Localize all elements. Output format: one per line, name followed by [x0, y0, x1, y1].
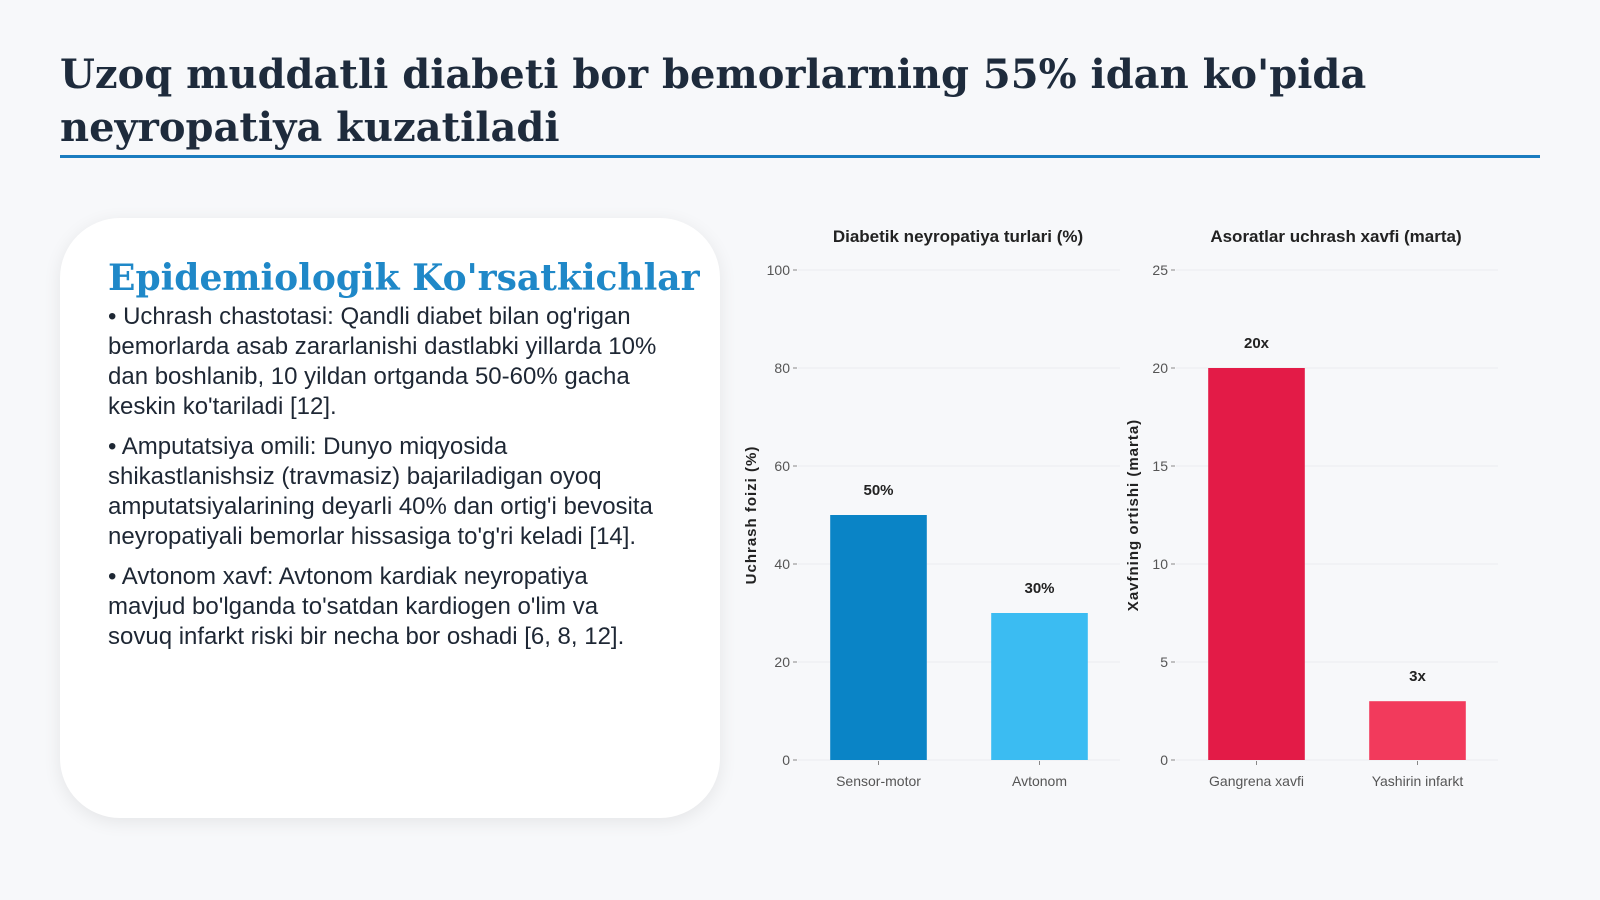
y-tick-label: 20 [774, 654, 790, 670]
chart-title: Asoratlar uchrash xavfi (marta) [1210, 227, 1461, 246]
bar [830, 515, 927, 760]
y-tick-label: 15 [1152, 458, 1168, 474]
data-label: 30% [1024, 580, 1054, 597]
bullet-item: • Uchrash chastotasi: Qandli diabet bila… [108, 303, 657, 420]
data-label: 20x [1244, 335, 1270, 352]
y-tick-label: 80 [774, 360, 790, 376]
data-label: 50% [863, 482, 893, 499]
bullet-item: • Amputatsiya omili: Dunyo miqyosida shi… [108, 433, 653, 550]
x-tick-label: Gangrena xavfi [1209, 773, 1304, 789]
y-tick-label: 60 [774, 458, 790, 474]
y-tick-label: 10 [1152, 556, 1168, 572]
epidemiology-card: Epidemiologik Ko'rsatkichlar • Uchrash c… [60, 218, 720, 818]
y-tick-label: 0 [782, 752, 790, 768]
bullet-item: • Avtonom xavf: Avtonom kardiak neyropat… [108, 563, 625, 650]
card-heading: Epidemiologik Ko'rsatkichlar [108, 257, 700, 299]
bar [1208, 368, 1305, 760]
y-tick-label: 5 [1160, 654, 1168, 670]
x-tick-label: Avtonom [1012, 773, 1067, 789]
y-tick-label: 25 [1152, 262, 1168, 278]
bullet-list: • Uchrash chastotasi: Qandli diabet bila… [108, 302, 668, 662]
y-axis-label: Xavfning ortishi (marta) [1125, 419, 1142, 611]
x-tick-label: Sensor-motor [836, 773, 921, 789]
y-tick-label: 0 [1160, 752, 1168, 768]
page-title: Uzoq muddatli diabeti bor bemorlarning 5… [60, 51, 1367, 151]
y-tick-label: 100 [767, 262, 791, 278]
bar [1369, 701, 1466, 760]
title-underline [60, 155, 1540, 158]
data-label: 3x [1409, 668, 1426, 685]
charts-figure: Diabetik neyropatiya turlari (%) Uchrash … [743, 227, 1498, 789]
y-axis-label: Uchrash foizi (%) [743, 446, 760, 585]
y-tick-label: 40 [774, 556, 790, 572]
x-tick-label: Yashirin infarkt [1372, 773, 1464, 789]
y-tick-label: 20 [1152, 360, 1168, 376]
bar [991, 613, 1088, 760]
chart-title: Diabetik neyropatiya turlari (%) [833, 227, 1083, 246]
